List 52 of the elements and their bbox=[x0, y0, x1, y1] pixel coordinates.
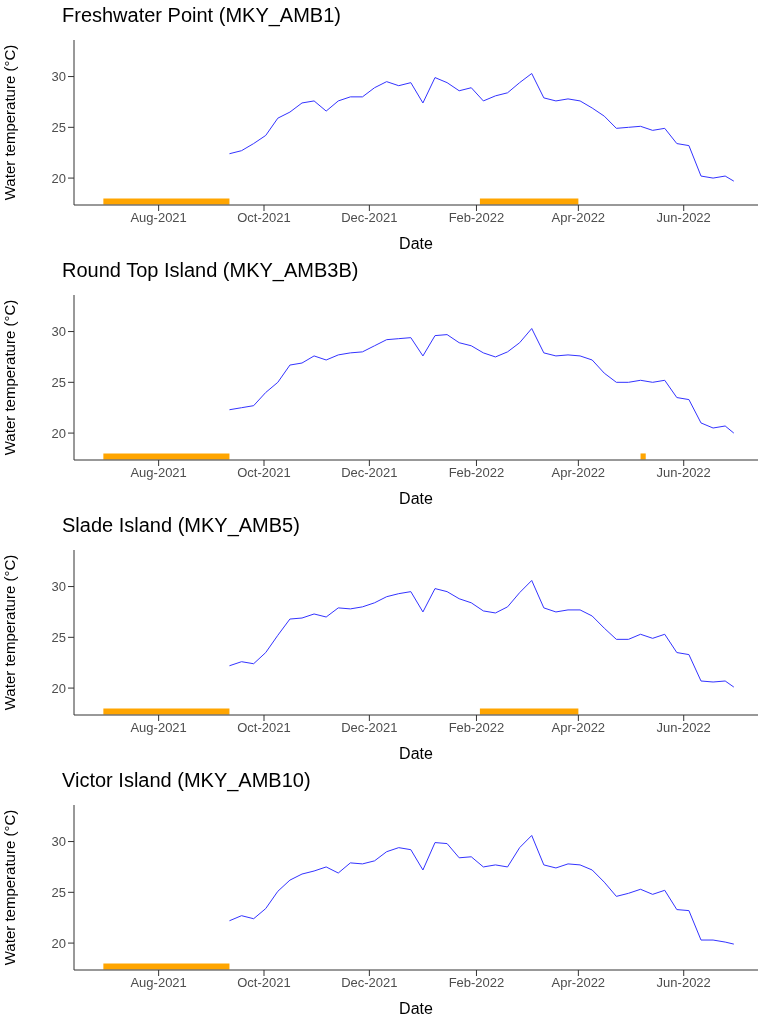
x-axis-title: Date bbox=[399, 745, 433, 762]
x-tick-label: Dec-2021 bbox=[341, 210, 398, 226]
x-tick-label: Jun-2022 bbox=[656, 210, 711, 226]
line-series bbox=[228, 328, 735, 434]
y-tick-label: 30 bbox=[51, 324, 66, 340]
x-axis-title: Date bbox=[399, 1000, 433, 1017]
chart-title: Round Top Island (MKY_AMB3B) bbox=[62, 259, 359, 282]
chart-title: Slade Island (MKY_AMB5) bbox=[62, 514, 300, 537]
x-tick-label: Aug-2021 bbox=[130, 720, 187, 736]
y-axis-title: Water temperature (°C) bbox=[1, 44, 19, 201]
x-tick-label: Dec-2021 bbox=[341, 720, 398, 736]
line-series bbox=[228, 73, 735, 182]
x-tick-label: Apr-2022 bbox=[551, 210, 606, 226]
y-tick-label: 20 bbox=[51, 425, 66, 441]
x-axis-title: Date bbox=[399, 490, 433, 507]
x-tick-label: Jun-2022 bbox=[656, 975, 711, 991]
y-tick-label: 25 bbox=[51, 629, 66, 645]
y-tick-label: 30 bbox=[51, 69, 66, 85]
chart-title: Freshwater Point (MKY_AMB1) bbox=[62, 4, 341, 27]
line-series bbox=[228, 579, 735, 688]
x-axis-title: Date bbox=[399, 235, 433, 252]
x-tick-label: Feb-2022 bbox=[448, 975, 505, 991]
chart-title: Victor Island (MKY_AMB10) bbox=[62, 769, 311, 792]
y-tick-label: 25 bbox=[51, 374, 66, 390]
y-tick-label: 30 bbox=[51, 579, 66, 595]
x-tick-label: Aug-2021 bbox=[130, 975, 187, 991]
x-tick-label: Aug-2021 bbox=[130, 465, 187, 481]
y-axis-title: Water temperature (°C) bbox=[1, 554, 19, 711]
x-tick-label: Oct-2021 bbox=[237, 210, 291, 226]
x-tick-label: Feb-2022 bbox=[448, 720, 505, 736]
x-tick-label: Apr-2022 bbox=[551, 975, 606, 991]
x-tick-label: Apr-2022 bbox=[551, 465, 606, 481]
y-axis-title: Water temperature (°C) bbox=[1, 809, 19, 966]
x-tick-label: Aug-2021 bbox=[130, 210, 187, 226]
y-tick-label: 20 bbox=[51, 680, 66, 696]
y-tick-label: 25 bbox=[51, 884, 66, 900]
x-tick-label: Feb-2022 bbox=[448, 465, 505, 481]
y-tick-label: 25 bbox=[51, 119, 66, 135]
x-tick-label: Jun-2022 bbox=[656, 465, 711, 481]
y-tick-label: 20 bbox=[51, 170, 66, 186]
x-tick-label: Oct-2021 bbox=[237, 975, 291, 991]
x-tick-label: Oct-2021 bbox=[237, 465, 291, 481]
y-tick-label: 30 bbox=[51, 834, 66, 850]
x-tick-label: Dec-2021 bbox=[341, 465, 398, 481]
x-tick-label: Dec-2021 bbox=[341, 975, 398, 991]
y-axis-title: Water temperature (°C) bbox=[1, 299, 19, 456]
x-tick-label: Apr-2022 bbox=[551, 720, 606, 736]
line-series bbox=[228, 834, 735, 945]
x-tick-label: Oct-2021 bbox=[237, 720, 291, 736]
y-tick-label: 20 bbox=[51, 935, 66, 951]
x-tick-label: Jun-2022 bbox=[656, 720, 711, 736]
x-tick-label: Feb-2022 bbox=[448, 210, 505, 226]
